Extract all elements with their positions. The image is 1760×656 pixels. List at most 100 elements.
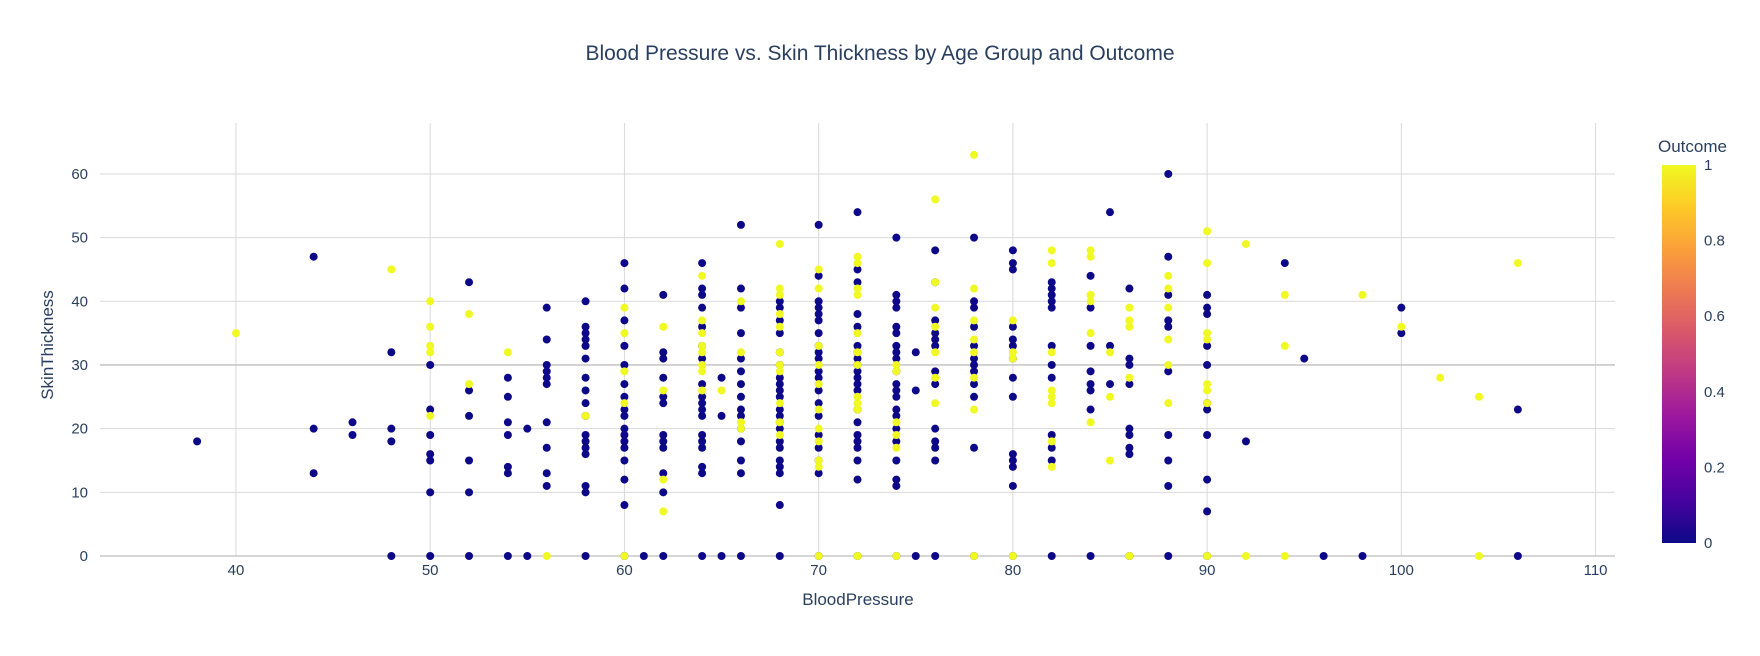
data-point-outcome-0 (775, 411, 784, 420)
data-point-outcome-0 (736, 380, 745, 389)
data-point-outcome-0 (853, 437, 862, 446)
data-point-outcome-0 (970, 360, 979, 369)
data-point-outcome-0 (503, 418, 512, 427)
data-point-outcome-1 (1397, 322, 1406, 331)
data-point-outcome-0 (1106, 380, 1114, 389)
data-point-outcome-0 (581, 341, 590, 350)
data-point-outcome-0 (309, 252, 318, 261)
data-point-outcome-0 (387, 348, 396, 357)
data-point-outcome-1 (1164, 284, 1173, 293)
data-point-outcome-0 (581, 437, 590, 446)
data-point-outcome-0 (1086, 303, 1095, 312)
data-point-outcome-0 (853, 265, 862, 274)
data-point-outcome-1 (1241, 552, 1250, 560)
data-point-outcome-0 (581, 354, 590, 363)
data-point-outcome-0 (426, 450, 435, 459)
data-point-outcome-0 (892, 475, 901, 484)
data-point-outcome-1 (426, 322, 435, 331)
data-point-outcome-0 (698, 392, 707, 401)
data-point-outcome-0 (970, 322, 979, 331)
data-point-outcome-1 (814, 265, 823, 274)
data-point-outcome-0 (853, 456, 862, 465)
data-point-outcome-0 (814, 367, 823, 376)
data-point-outcome-1 (698, 316, 707, 325)
data-point-outcome-0 (775, 462, 784, 471)
data-point-outcome-0 (581, 322, 590, 331)
data-point-outcome-1 (892, 443, 901, 452)
data-point-outcome-1 (814, 456, 823, 465)
data-point-outcome-0 (892, 329, 901, 338)
data-point-outcome-1 (892, 431, 901, 440)
data-point-outcome-1 (775, 284, 784, 293)
data-point-outcome-0 (1203, 405, 1212, 414)
data-point-outcome-0 (1047, 373, 1056, 382)
data-point-outcome-0 (970, 367, 979, 376)
data-point-outcome-1 (1047, 462, 1056, 471)
data-point-outcome-0 (698, 284, 707, 293)
data-point-outcome-0 (523, 552, 532, 560)
data-point-outcome-0 (892, 380, 901, 389)
data-point-outcome-0 (1164, 431, 1173, 440)
data-point-outcome-0 (853, 208, 862, 217)
data-point-outcome-0 (775, 386, 784, 395)
data-point-outcome-0 (1203, 341, 1212, 350)
data-point-outcome-0 (775, 303, 784, 312)
data-point-outcome-0 (1203, 475, 1212, 484)
data-point-outcome-1 (853, 399, 862, 408)
data-point-outcome-0 (1008, 341, 1017, 350)
data-point-outcome-0 (581, 450, 590, 459)
data-point-outcome-0 (503, 373, 512, 382)
data-point-outcome-1 (426, 348, 435, 357)
colorbar-tick-label: 0.8 (1704, 233, 1725, 250)
data-point-outcome-0 (814, 329, 823, 338)
data-point-outcome-0 (775, 380, 784, 389)
data-point-outcome-1 (970, 405, 979, 414)
data-point-outcome-0 (892, 392, 901, 401)
data-point-outcome-1 (1241, 239, 1250, 248)
data-point-outcome-0 (970, 380, 979, 389)
y-tick-label: 10 (71, 484, 88, 501)
data-point-outcome-0 (736, 392, 745, 401)
x-tick-label: 100 (1389, 562, 1414, 579)
data-point-outcome-1 (620, 399, 629, 408)
data-point-outcome-1 (814, 284, 823, 293)
data-point-outcome-0 (581, 329, 590, 338)
grid-layer (100, 123, 1615, 557)
data-point-outcome-1 (1106, 456, 1114, 465)
data-point-outcome-0 (193, 437, 202, 446)
colorbar-ticks: 0 0.2 0.4 0.6 0.8 1 (1704, 157, 1725, 552)
data-point-outcome-0 (814, 399, 823, 408)
data-point-outcome-1 (775, 418, 784, 427)
data-point-outcome-0 (542, 481, 551, 490)
data-point-outcome-0 (736, 329, 745, 338)
data-point-outcome-0 (911, 552, 920, 560)
data-point-outcome-0 (1106, 341, 1114, 350)
data-point-outcome-1 (465, 310, 474, 319)
data-point-outcome-1 (970, 335, 979, 344)
data-point-outcome-0 (1125, 284, 1134, 293)
data-point-outcome-0 (853, 386, 862, 395)
data-point-outcome-1 (775, 322, 784, 331)
data-point-outcome-1 (931, 373, 940, 382)
data-point-outcome-0 (620, 424, 629, 433)
data-point-outcome-0 (1086, 341, 1095, 350)
data-point-outcome-0 (659, 348, 668, 357)
data-point-outcome-0 (581, 297, 590, 306)
data-point-outcome-0 (659, 443, 668, 452)
data-point-outcome-0 (1125, 450, 1134, 459)
data-point-outcome-1 (970, 150, 979, 159)
data-point-outcome-1 (1203, 386, 1212, 395)
data-point-outcome-1 (814, 462, 823, 471)
data-point-outcome-0 (1125, 424, 1134, 433)
data-point-outcome-0 (892, 405, 901, 414)
data-point-outcome-1 (1358, 290, 1367, 299)
data-point-outcome-0 (853, 278, 862, 287)
data-point-outcome-0 (814, 220, 823, 229)
data-point-outcome-0 (892, 481, 901, 490)
data-point-outcome-0 (581, 399, 590, 408)
data-point-outcome-0 (892, 290, 901, 299)
data-point-outcome-0 (698, 411, 707, 420)
data-point-outcome-0 (931, 341, 940, 350)
data-point-outcome-0 (853, 310, 862, 319)
data-point-outcome-1 (892, 552, 901, 560)
